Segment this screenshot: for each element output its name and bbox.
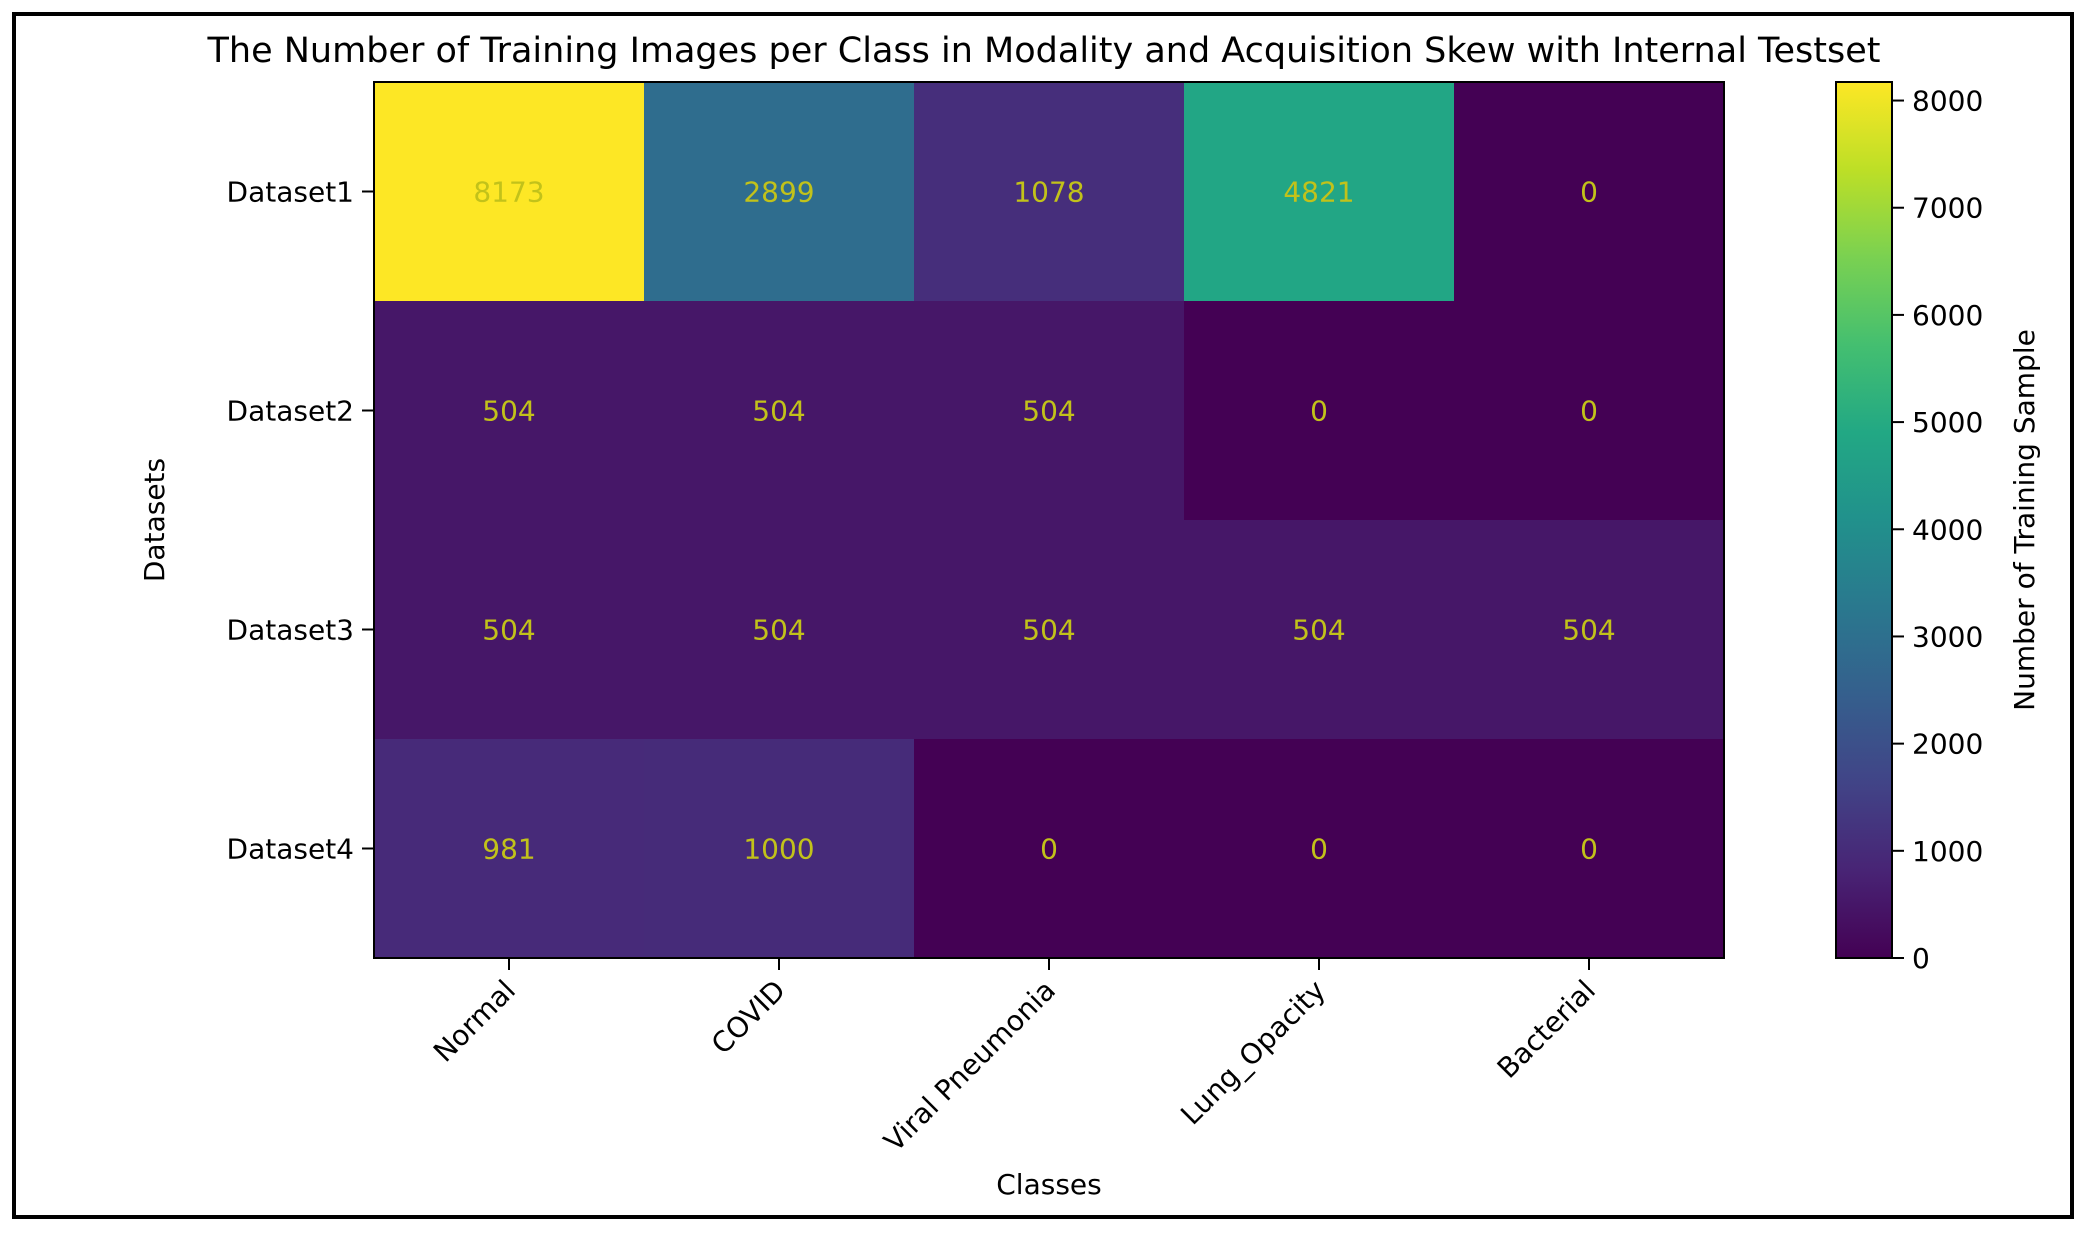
cell-value-label: 1078 (1013, 176, 1084, 209)
heatmap-cell (914, 82, 1185, 302)
cell-value-label: 504 (482, 614, 535, 647)
cell-value-label: 504 (1022, 395, 1075, 428)
heatmap-cell (374, 301, 645, 521)
heatmap-cell (1184, 739, 1455, 959)
y-tick-label: Dataset1 (227, 176, 354, 209)
x-tick-label: Normal (427, 974, 522, 1069)
heatmap-cells (374, 82, 1725, 959)
x-tick-label: Lung_Opacity (1174, 974, 1332, 1132)
heatmap-cell-labels: 8173 2899 1078 4821 0 504 504 504 0 0 504 504 504 504… (473, 176, 1615, 866)
cell-value-label: 1000 (743, 833, 814, 866)
colorbar-tick-label: 8000 (1912, 85, 1983, 118)
colorbar-tick-label: 4000 (1912, 513, 1983, 546)
x-tick-label: Viral Pneumonia (877, 974, 1061, 1158)
figure-border (12, 12, 2074, 1219)
heatmap-cell (374, 82, 645, 302)
cell-value-label: 8173 (473, 176, 544, 209)
heatmap-cell (1454, 520, 1725, 740)
cell-value-label: 0 (1580, 176, 1598, 209)
colorbar-ticks: 0 1000 2000 3000 4000 5000 6000 7000 8000 (1892, 85, 1983, 975)
heatmap-cell (1184, 82, 1455, 302)
cell-value-label: 504 (1292, 614, 1345, 647)
y-tick-label: Dataset4 (227, 833, 354, 866)
colorbar-tick-label: 7000 (1912, 192, 1983, 225)
cell-value-label: 504 (1022, 614, 1075, 647)
colorbar-gradient (1835, 81, 1893, 959)
y-axis: Dataset1 Dataset2 Dataset3 Dataset4 (227, 176, 374, 866)
colorbar-tick-label: 0 (1912, 942, 1930, 975)
heatmap-cell (1454, 301, 1725, 521)
y-axis-label: Datasets (138, 458, 171, 582)
colorbar: 0 1000 2000 3000 4000 5000 6000 7000 8000 Number… (1835, 81, 2041, 975)
cell-value-label: 504 (752, 395, 805, 428)
cell-value-label: 504 (752, 614, 805, 647)
cell-value-label: 2899 (743, 176, 814, 209)
heatmap-cell (1454, 739, 1725, 959)
heatmap-cell (914, 520, 1185, 740)
x-tick-label: COVID (705, 974, 792, 1061)
colorbar-label: Number of Training Sample (2008, 329, 2041, 711)
x-axis-label: Classes (996, 1168, 1101, 1201)
colorbar-tick-label: 6000 (1912, 299, 1983, 332)
heatmap-cell (644, 82, 915, 302)
cell-value-label: 0 (1040, 833, 1058, 866)
heatmap-cell (1184, 301, 1455, 521)
heatmap-cell (374, 520, 645, 740)
heatmap-cell (644, 301, 915, 521)
cell-value-label: 981 (482, 833, 535, 866)
heatmap-cell (644, 520, 915, 740)
x-axis: Normal COVID Viral Pneumonia Lung_Opacity Ba… (427, 958, 1602, 1158)
cell-value-label: 0 (1310, 395, 1328, 428)
cell-value-label: 504 (482, 395, 535, 428)
chart-title: The Number of Training Images per Class … (207, 31, 1881, 71)
y-tick-label: Dataset2 (227, 395, 354, 428)
cell-value-label: 504 (1562, 614, 1615, 647)
heatmap-cell (374, 739, 645, 959)
cell-value-label: 0 (1310, 833, 1328, 866)
cell-value-label: 0 (1580, 395, 1598, 428)
colorbar-tick-label: 3000 (1912, 620, 1983, 653)
heatmap-cell (1184, 520, 1455, 740)
heatmap-cell (914, 739, 1185, 959)
heatmap-cell (1454, 82, 1725, 302)
heatmap-cell (914, 301, 1185, 521)
colorbar-tick-label: 1000 (1912, 835, 1983, 868)
y-tick-label: Dataset3 (227, 614, 354, 647)
cell-value-label: 0 (1580, 833, 1598, 866)
x-tick-label: Bacterial (1491, 974, 1602, 1085)
colorbar-tick-label: 2000 (1912, 728, 1983, 761)
colorbar-tick-label: 5000 (1912, 406, 1983, 439)
cell-value-label: 4821 (1283, 176, 1354, 209)
heatmap-cell (644, 739, 915, 959)
